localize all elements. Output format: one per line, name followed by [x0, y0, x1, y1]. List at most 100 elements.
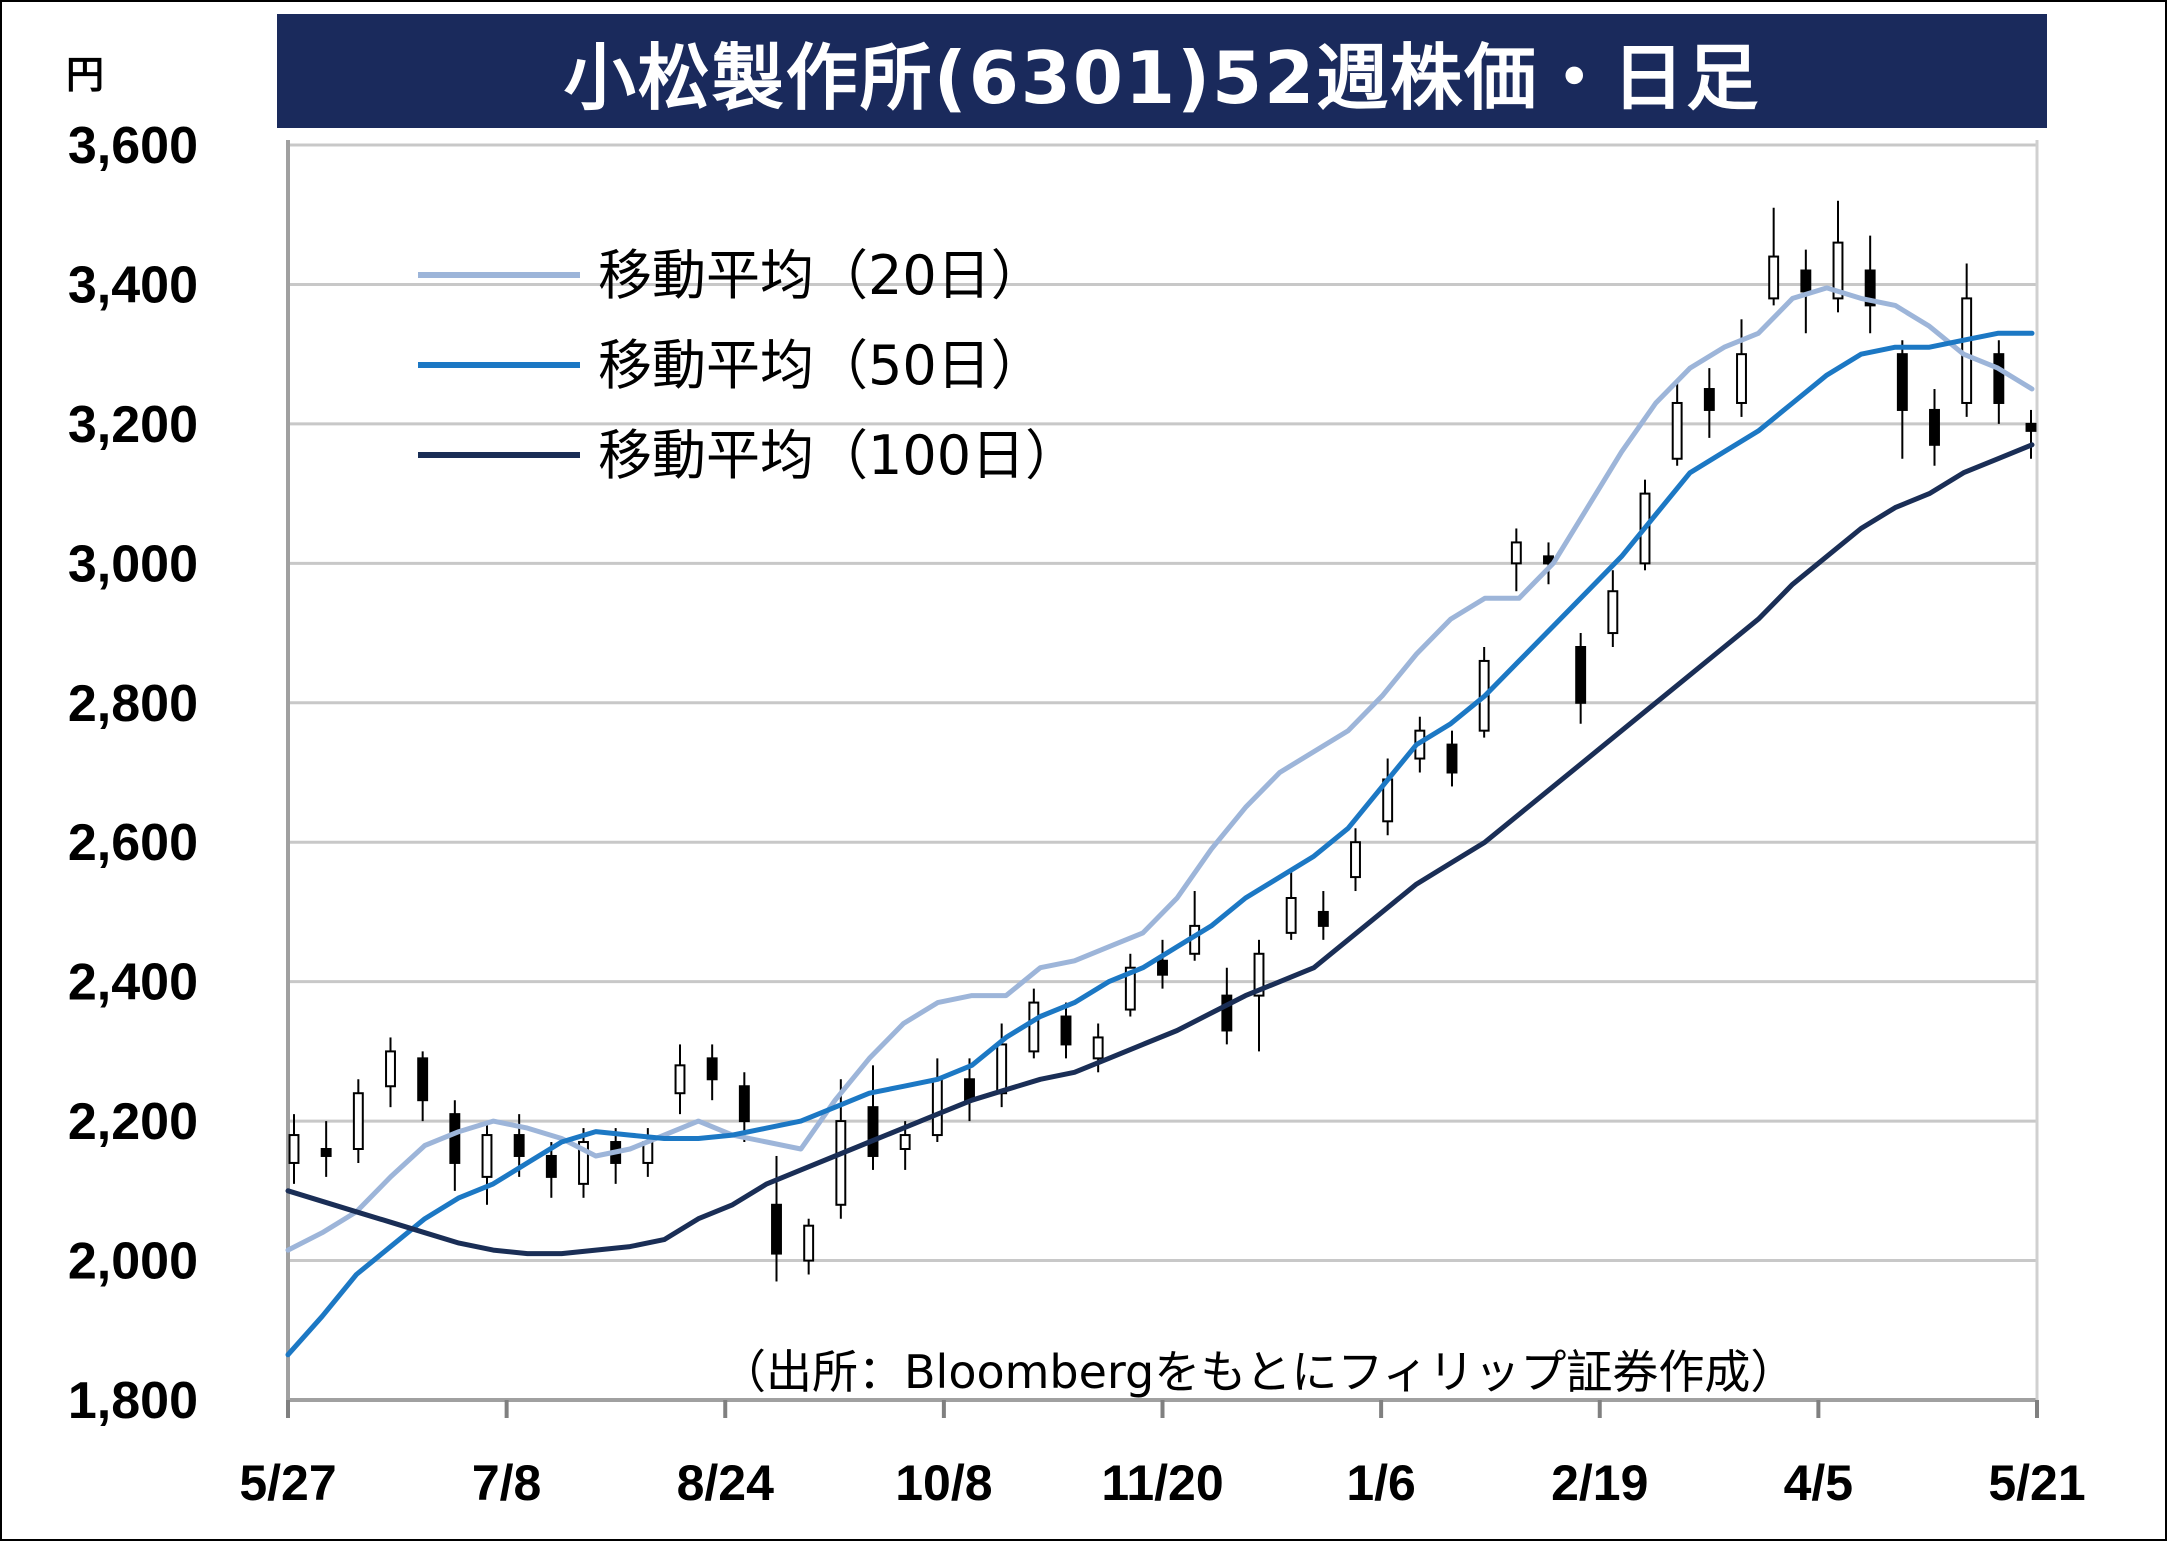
candle	[545, 1142, 557, 1198]
candle	[803, 1218, 815, 1275]
candle-body	[1092, 1036, 1104, 1060]
candle-body	[1993, 353, 2005, 404]
candle-body	[738, 1085, 750, 1123]
x-tick-label: 11/20	[1101, 1455, 1223, 1511]
gridlines	[288, 143, 2037, 1263]
candle	[771, 1155, 782, 1282]
candle-body	[545, 1154, 557, 1178]
candle-body	[674, 1064, 686, 1095]
candle-body	[417, 1057, 429, 1102]
candle-body	[996, 1043, 1008, 1095]
candle	[1060, 1002, 1072, 1059]
candle-body	[867, 1106, 879, 1157]
moving-average-lines	[285, 285, 2035, 1358]
candle-body	[1864, 269, 1876, 307]
candle-body	[385, 1050, 396, 1088]
y-tick-label: 2,400	[68, 954, 198, 1012]
candle-body	[1768, 255, 1780, 300]
candle	[1736, 319, 1747, 417]
candle	[449, 1100, 461, 1191]
y-tick-label: 3,400	[68, 256, 198, 314]
candle-body	[803, 1224, 815, 1262]
y-axis-tick-labels: 1,800 2,000 2,200 2,400 2,600 2,800 3,000 3,200…	[68, 117, 198, 1430]
candle-body	[1028, 1001, 1040, 1053]
candle-body	[578, 1141, 589, 1185]
candle	[1317, 891, 1329, 940]
candle-body	[964, 1078, 975, 1102]
candle	[706, 1044, 718, 1101]
legend: 移動平均（20日） 移動平均（50日） 移動平均（100日）	[418, 244, 1079, 487]
legend-label: 移動平均（20日）	[598, 244, 1045, 307]
candle	[417, 1051, 429, 1122]
y-tick-label: 2,600	[68, 814, 198, 872]
x-tick-label: 5/27	[239, 1455, 336, 1511]
candle	[1768, 207, 1780, 306]
candle	[1382, 758, 1394, 836]
candle-body	[1896, 353, 1908, 411]
candle	[385, 1037, 396, 1108]
candle	[320, 1121, 332, 1177]
candle	[1703, 368, 1715, 438]
candle-body	[1575, 646, 1587, 704]
candle	[352, 1079, 364, 1163]
y-tick-label: 2,200	[68, 1093, 198, 1151]
candle	[2025, 409, 2037, 459]
candle	[481, 1121, 493, 1205]
candle-body	[481, 1134, 493, 1178]
y-tick-label: 2,800	[68, 675, 198, 733]
candle	[1285, 870, 1297, 940]
series-line-ma-2	[285, 442, 2035, 1257]
chart-title: 小松製作所(6301)52週株価・日足	[563, 35, 1761, 120]
candle-body	[1607, 590, 1619, 635]
x-tick-label: 5/21	[1988, 1455, 2085, 1511]
candle	[1671, 382, 1683, 466]
candle	[1350, 828, 1361, 892]
candle-body	[1961, 297, 1973, 404]
candle-body	[513, 1134, 525, 1157]
candle	[578, 1128, 589, 1198]
candle	[674, 1044, 686, 1115]
x-tick-label: 10/8	[895, 1455, 992, 1511]
candle	[1575, 633, 1587, 724]
source-note: （出所：Bloombergをもとにフィリップ証券作成）	[720, 1345, 1796, 1399]
candle-body	[288, 1134, 300, 1164]
x-tick-label: 7/8	[472, 1455, 542, 1511]
x-tick-label: 4/5	[1784, 1455, 1854, 1511]
x-tick-label: 8/24	[677, 1455, 775, 1511]
candle	[1800, 249, 1812, 334]
candlesticks	[288, 200, 2037, 1282]
candle-body	[1253, 952, 1265, 997]
candle-body	[1510, 541, 1522, 565]
y-tick-label: 2,000	[68, 1233, 198, 1291]
legend-label: 移動平均（50日）	[598, 334, 1045, 397]
candle-body	[1285, 897, 1297, 934]
x-tick-label: 1/6	[1346, 1455, 1416, 1511]
candle-body	[1929, 408, 1940, 446]
candle-body	[449, 1113, 461, 1164]
candle	[1607, 570, 1619, 647]
candle	[1510, 528, 1522, 592]
candle-body	[1124, 966, 1136, 1011]
candle-body	[320, 1148, 332, 1157]
candle	[1028, 988, 1040, 1059]
candle-body	[931, 1078, 943, 1137]
candle-body	[1060, 1015, 1072, 1046]
y-axis-unit-label: 円	[66, 53, 105, 97]
candle-body	[1317, 910, 1329, 927]
series-line-ma-0	[285, 285, 2035, 1253]
candle-body	[1157, 959, 1168, 976]
candle-body	[2025, 422, 2037, 432]
candle	[1832, 200, 1844, 313]
legend-label: 移動平均（100日）	[598, 424, 1079, 487]
candle-body	[1832, 241, 1844, 300]
candle	[867, 1065, 879, 1170]
candle-body	[352, 1092, 364, 1150]
candle	[288, 1114, 300, 1184]
candle-body	[1350, 841, 1361, 879]
candle	[931, 1058, 943, 1143]
y-tick-label: 3,200	[68, 396, 198, 454]
y-tick-label: 3,600	[68, 117, 198, 175]
candle	[1929, 389, 1940, 466]
candle-body	[1800, 269, 1812, 293]
